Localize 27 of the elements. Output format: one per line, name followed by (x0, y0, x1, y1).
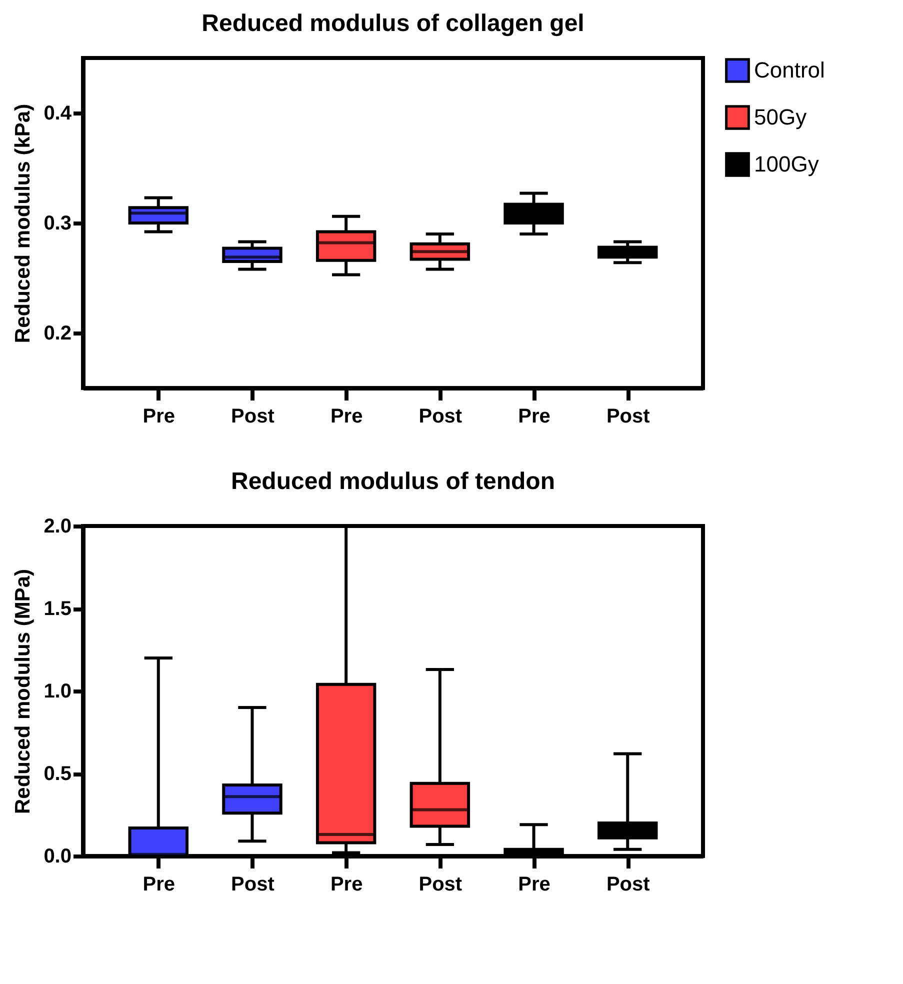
y-axis-title: Reduced modulus (kPa) (12, 104, 35, 344)
y-tick-label: 1.5 (44, 598, 72, 620)
y-tick-label: 1.0 (44, 680, 72, 702)
x-tick-label: Post (231, 874, 275, 896)
y-tick-label: 0.0 (44, 846, 72, 868)
legend-label: 100Gy (754, 152, 819, 176)
y-axis-title: Reduced modulus (MPa) (12, 568, 35, 814)
x-tick-label: Post (418, 874, 462, 896)
x-tick-label: Pre (142, 406, 176, 428)
chart-title: Reduced modulus of collagen gel (202, 10, 584, 37)
legend-label: Control (754, 58, 825, 82)
y-tick-label: 0.3 (44, 212, 72, 234)
y-tick-label: 0.2 (44, 322, 72, 344)
y-tick-label: 2.0 (44, 516, 72, 538)
x-tick-label: Pre (518, 874, 550, 896)
x-tick-label: Pre (142, 874, 176, 896)
x-tick-label: Pre (330, 406, 363, 428)
y-tick-label: 0.4 (44, 102, 72, 124)
x-tick-label: Post (418, 406, 462, 428)
x-tick-label: Post (606, 406, 650, 428)
y-tick-label: 0.5 (44, 763, 72, 785)
chart-title: Reduced modulus of tendon (231, 468, 555, 495)
legend-label: 50Gy (754, 104, 807, 130)
x-tick-label: Pre (330, 874, 363, 896)
x-tick-label: Pre (518, 406, 550, 428)
x-tick-label: Post (231, 406, 275, 428)
x-tick-label: Post (606, 874, 650, 896)
